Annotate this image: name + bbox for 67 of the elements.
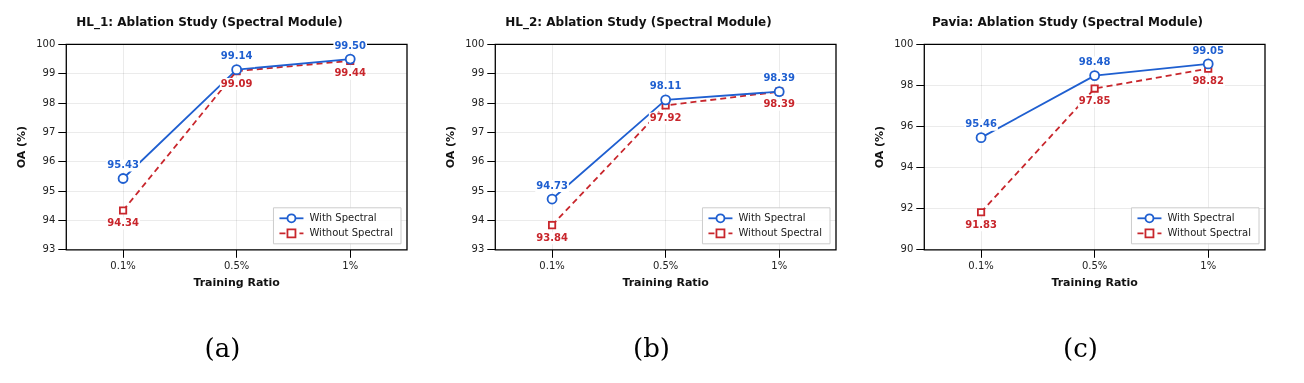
chart-title: HL_1: Ablation Study (Spectral Module) — [76, 15, 343, 31]
y-tick-label: 94 — [42, 214, 56, 226]
data-label: 94.34 — [107, 217, 139, 229]
data-label: 98.39 — [763, 98, 796, 110]
y-tick-label: 92 — [900, 202, 914, 214]
x-tick-label: 0.5% — [1081, 260, 1108, 272]
text: (c) — [1063, 333, 1098, 363]
x-axis-title: Training Ratio — [622, 276, 710, 290]
data-label: 98.39 — [763, 72, 796, 84]
chart-title: HL_2: Ablation Study (Spectral Module) — [505, 15, 772, 31]
y-tick-label: 97 — [42, 126, 56, 138]
y-tick-label: 100 — [36, 37, 56, 49]
legend-label: With Spectral — [1167, 211, 1235, 223]
data-label: 91.83 — [965, 218, 997, 230]
y-tick-label: 94 — [900, 161, 914, 173]
y-tick-label: 95 — [471, 184, 485, 196]
data-label: 93.84 — [536, 231, 568, 243]
data-label: 98.82 — [1192, 75, 1225, 87]
x-tick-label: 0.5% — [223, 260, 250, 272]
x-tick-label: 1% — [771, 260, 788, 272]
data-label: 95.43 — [107, 159, 139, 171]
chart-title: Pavia: Ablation Study (Spectral Module) — [931, 15, 1204, 30]
y-tick-label: 99 — [471, 67, 485, 79]
y-tick-label: 96 — [471, 155, 485, 167]
x-tick-label: 1% — [1200, 260, 1217, 272]
x-axis-title: Training Ratio — [1051, 276, 1139, 290]
x-tick-label: 0.1% — [110, 260, 136, 272]
y-tick-label: 96 — [900, 120, 914, 132]
data-label: 99.09 — [220, 77, 253, 89]
text: (a) — [204, 333, 241, 363]
x-tick-label: 1% — [342, 260, 359, 272]
data-label: 98.11 — [649, 80, 682, 92]
data-label: 94.73 — [536, 179, 568, 191]
x-tick-label: 0.5% — [652, 260, 679, 272]
y-tick-label: 99 — [42, 67, 56, 79]
legend-label: With Spectral — [309, 211, 377, 223]
y-tick-label: 93 — [471, 243, 485, 255]
y-tick-label: 95 — [42, 184, 56, 196]
y-tick-label: 97 — [471, 126, 485, 138]
data-label: 95.46 — [965, 118, 997, 130]
legend-label: With Spectral — [738, 211, 806, 223]
text: (b) — [633, 333, 670, 363]
data-label: 98.48 — [1078, 56, 1111, 68]
x-tick-label: 0.1% — [539, 260, 565, 272]
y-axis-title: OA (%) — [15, 125, 29, 169]
y-tick-label: 100 — [894, 37, 914, 49]
y-tick-label: 98 — [900, 79, 914, 91]
y-tick-label: 93 — [42, 243, 56, 255]
y-axis-title: OA (%) — [444, 125, 458, 169]
y-tick-label: 98 — [42, 96, 56, 108]
y-tick-label: 100 — [465, 37, 485, 49]
legend-label: Without Spectral — [309, 226, 393, 238]
data-label: 99.14 — [220, 50, 253, 62]
x-axis-title: Training Ratio — [193, 276, 281, 290]
legend-label: Without Spectral — [1167, 226, 1251, 238]
legend-label: Without Spectral — [738, 226, 822, 238]
y-tick-label: 90 — [900, 243, 914, 255]
data-label: 99.44 — [334, 67, 367, 79]
y-tick-label: 96 — [42, 155, 56, 167]
data-label: 97.92 — [649, 112, 682, 124]
y-tick-label: 94 — [471, 214, 485, 226]
data-label: 97.85 — [1078, 95, 1111, 107]
x-tick-label: 0.1% — [968, 260, 994, 272]
y-tick-label: 98 — [471, 96, 485, 108]
data-label: 99.50 — [334, 39, 367, 51]
data-label: 99.05 — [1192, 44, 1225, 56]
y-axis-title: OA (%) — [873, 125, 887, 169]
